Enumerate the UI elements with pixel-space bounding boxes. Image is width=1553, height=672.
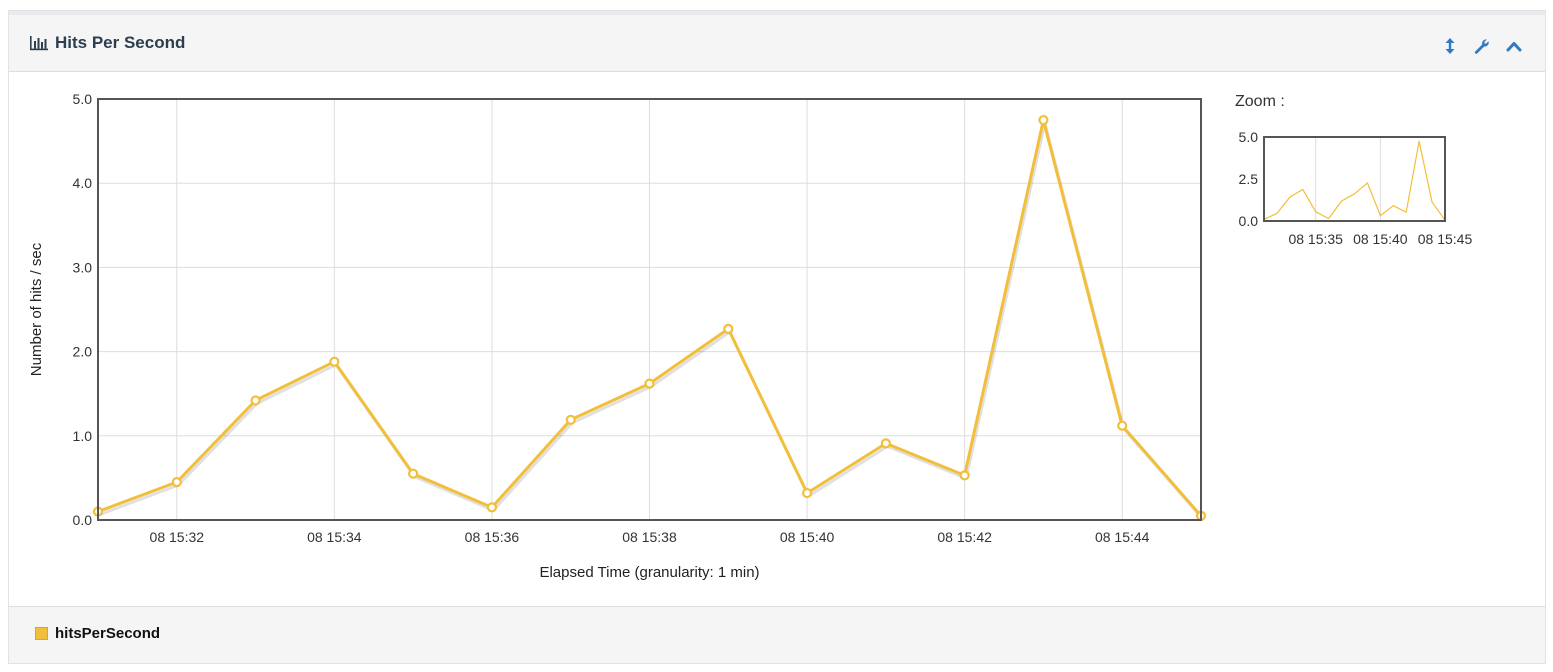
data-point[interactable] [408,468,419,479]
data-point[interactable] [644,378,655,389]
x-tick-label: 08 15:36 [465,529,520,545]
data-point[interactable] [486,502,498,513]
collapse-button[interactable] [1505,37,1523,55]
zoom-x-ticks: 08 15:35 08 15:40 08 15:45 [1288,231,1472,247]
series-layer [92,114,1207,521]
legend-label: hitsPerSecond [55,625,161,642]
y-tick-label: 0.0 [73,512,93,528]
x-tick-label: 08 15:34 [307,529,362,545]
zoom-y-tick-label: 2.5 [1239,171,1259,187]
zoom-y-ticks: 0.0 2.5 5.0 [1239,129,1259,229]
wrench-icon [1474,39,1489,54]
hits-per-second-panel: Hits Per Second 0.0 1.0 2.0 3.0 4. [8,10,1546,664]
data-point[interactable] [801,487,813,499]
zoom-x-tick-label: 08 15:40 [1353,231,1408,247]
y-tick-label: 3.0 [73,259,93,275]
resize-vertical-button[interactable] [1441,37,1459,55]
data-point[interactable] [959,470,970,481]
main-chart[interactable]: 0.01.02.03.04.05.0 08 15:32 08 15:34 08 15… [9,72,1545,608]
zoom-series [1263,140,1446,221]
data-point[interactable] [1117,420,1128,431]
y-tick-label: 4.0 [73,175,93,191]
legend-bar: hitsPerSecond [9,606,1545,663]
zoom-grid [1315,137,1381,221]
data-point[interactable] [723,323,734,334]
resize-vertical-icon [1445,38,1455,54]
chevron-up-icon [1506,42,1522,52]
zoom-x-tick-label: 08 15:45 [1418,231,1473,247]
data-point[interactable] [171,477,182,488]
x-tick-label: 08 15:40 [780,529,835,545]
zoom-series-line [1263,140,1446,221]
series-shadow [98,121,1204,520]
plot-frame [97,98,1202,521]
x-tick-label: 08 15:42 [937,529,992,545]
legend-item-hitspersecond[interactable]: hitsPerSecond [35,625,160,642]
x-axis-ticks: 08 15:32 08 15:34 08 15:36 08 15:38 08 15:40… [150,529,1150,545]
y-tick-label: 5.0 [73,91,93,107]
legend-swatch [35,627,48,640]
main-grid [98,99,1201,520]
data-point[interactable] [565,414,576,425]
data-point[interactable] [880,438,891,449]
panel-top-strip [9,11,1545,15]
y-axis-ticks: 0.0 1.0 2.0 3.0 4.0 5.0 [73,91,93,528]
chart-area: 0.0 1.0 2.0 3.0 4.0 5.0 08 15:32 08 15:34 08 15… [9,72,1545,608]
y-tick-label: 2.0 [73,344,93,360]
x-tick-label: 08 15:44 [1095,529,1150,545]
header-tools [1441,37,1523,55]
zoom-chart[interactable]: 0.0 2.5 5.0 08 15:35 08 15:40 08 15:45 [1239,129,1473,247]
x-axis-label: Elapsed Time (granularity: 1 min) [539,564,759,581]
y-tick-label: 1.0 [73,428,93,444]
x-tick-label: 08 15:32 [150,529,205,545]
panel-header: Hits Per Second [9,15,1545,72]
x-tick-label: 08 15:38 [622,529,677,545]
data-point[interactable] [329,356,340,367]
panel-title: Hits Per Second [55,33,186,52]
zoom-frame [1263,136,1446,222]
y-axis-label: Number of hits / sec [28,242,45,376]
panel-title-wrapper: Hits Per Second [29,33,185,53]
data-point[interactable] [250,395,261,406]
zoom-y-tick-label: 0.0 [1239,213,1259,229]
bar-chart-icon [30,36,48,51]
settings-button[interactable] [1473,37,1491,55]
zoom-label: Zoom : [1235,93,1285,110]
zoom-y-tick-label: 5.0 [1239,129,1259,145]
zoom-x-tick-label: 08 15:35 [1288,231,1343,247]
data-point[interactable] [1038,114,1049,126]
